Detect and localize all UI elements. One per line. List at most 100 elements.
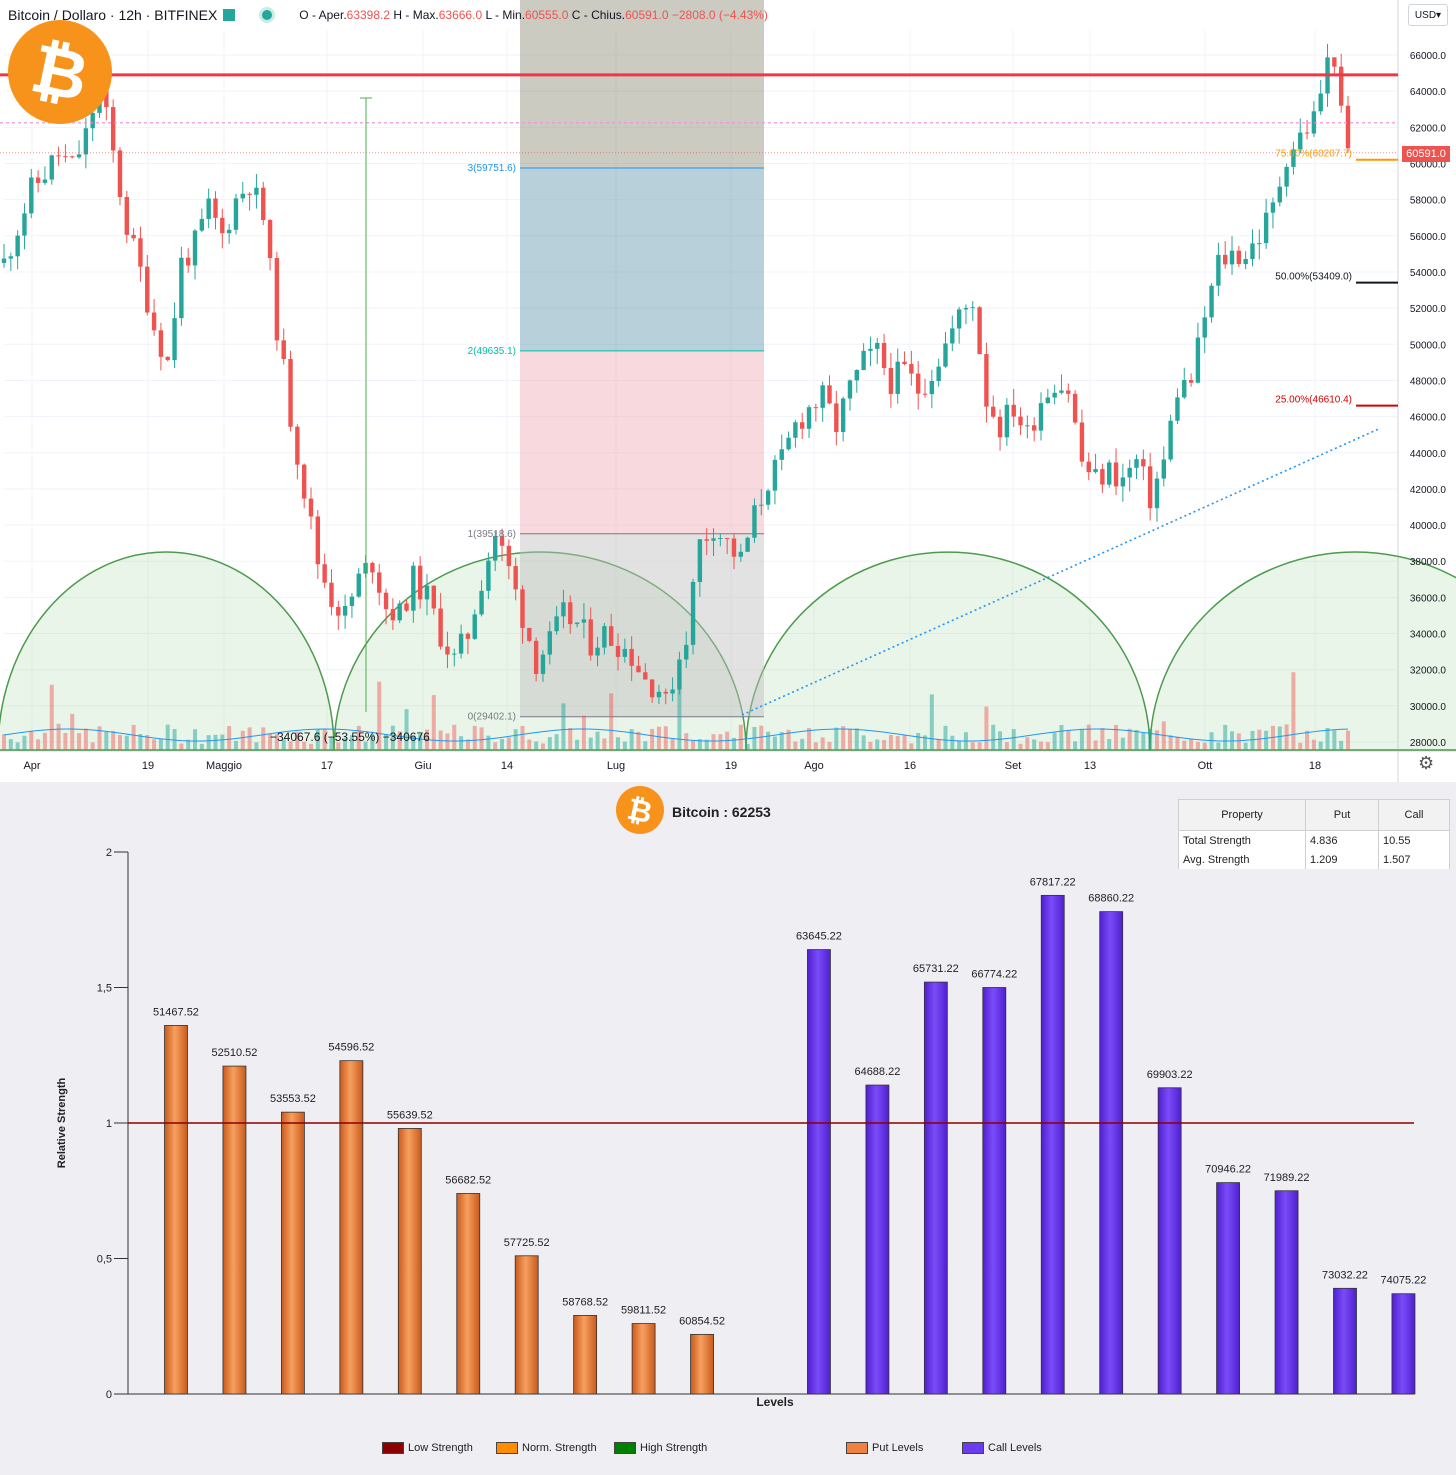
volume-bar xyxy=(349,735,354,750)
bar-value-label: 60854.52 xyxy=(679,1315,725,1327)
call-level-bar xyxy=(1099,911,1124,1395)
bar-value-label: 52510.52 xyxy=(212,1047,258,1059)
volume-bar xyxy=(1127,728,1132,750)
legend-low-strength: Low Strength xyxy=(382,1442,473,1454)
price-chart[interactable]: −34067.6 (−53.55%) −340676 66000.0 64000.… xyxy=(0,0,1456,782)
volume-bar xyxy=(117,734,122,750)
volume-bar xyxy=(581,715,586,750)
settings-gear-icon[interactable]: ⚙ xyxy=(1418,753,1435,773)
candle-body xyxy=(493,536,498,561)
volume-bar xyxy=(1339,740,1344,750)
volume-bar xyxy=(1168,735,1173,750)
candle-body xyxy=(1243,259,1248,265)
candle-body xyxy=(192,230,198,266)
volume-bar xyxy=(158,738,163,750)
volume-bar xyxy=(1038,741,1043,750)
volume-bar xyxy=(295,731,300,750)
candle-body xyxy=(404,603,409,611)
volume-bar xyxy=(506,737,511,750)
candle-body xyxy=(574,622,580,625)
candle-body xyxy=(179,257,184,319)
currency-selector[interactable]: USD ▾ xyxy=(1408,4,1448,26)
candle-body xyxy=(629,648,634,666)
y-tick-label: 2 xyxy=(106,847,112,859)
candle-body xyxy=(158,330,164,357)
volume-ma-line xyxy=(3,728,1349,742)
candle-body xyxy=(390,609,396,621)
legend-swatch xyxy=(962,1442,984,1454)
candle-body xyxy=(29,177,34,214)
volume-bar xyxy=(609,693,614,750)
bar-value-label: 64688.22 xyxy=(854,1066,900,1078)
y-tick-label: 32000.0 xyxy=(1410,666,1447,677)
volume-bar xyxy=(1093,740,1098,750)
candle-body xyxy=(622,648,628,657)
volume-bar xyxy=(970,742,975,750)
fib-level-label: 0(29402.1) xyxy=(468,712,516,723)
volume-bar xyxy=(247,727,252,750)
cycle-arc xyxy=(745,551,1151,751)
candle-body xyxy=(1277,186,1282,203)
volume-bar xyxy=(1250,730,1255,750)
y-tick-label: 50000.0 xyxy=(1410,340,1447,351)
candle-body xyxy=(383,592,389,610)
candle-body xyxy=(1120,477,1126,487)
volume-bar xyxy=(636,731,641,750)
volume-bar xyxy=(923,735,928,750)
candle-body xyxy=(663,691,668,694)
volume-bar xyxy=(731,737,736,750)
candle-body xyxy=(233,198,239,230)
cycle-arc xyxy=(0,551,335,751)
volume-bar xyxy=(902,734,907,750)
volume-bar xyxy=(145,734,150,750)
candle-body xyxy=(1038,403,1044,431)
candle-body xyxy=(704,539,709,541)
volume-bar xyxy=(752,727,757,750)
bar-value-label: 65731.22 xyxy=(913,963,959,975)
row-put: 4.836 xyxy=(1305,830,1379,850)
x-tick-label: 16 xyxy=(904,760,916,772)
strength-chart-panel: 2 1,5 1 0,5 0 Relative Strength Levels 51467.5… xyxy=(0,782,1456,1475)
candle-body xyxy=(274,258,280,341)
bitcoin-logo-small-icon: ₿ xyxy=(616,786,664,834)
candle-body xyxy=(329,582,334,607)
call-level-bar xyxy=(1333,1287,1357,1395)
candle-body xyxy=(220,217,225,234)
candle-body xyxy=(261,187,266,221)
candle-body xyxy=(240,193,245,199)
volume-bar xyxy=(520,725,525,750)
symbol-title[interactable]: Bitcoin / Dollaro · 12h · BITFINEX xyxy=(8,7,218,23)
candle-body xyxy=(711,538,716,541)
candle-body xyxy=(479,590,484,615)
volume-bar xyxy=(861,735,866,750)
candle-body xyxy=(1345,105,1351,149)
volume-bar xyxy=(540,743,545,750)
volume-bar xyxy=(759,725,764,750)
volume-bar xyxy=(1318,741,1323,750)
volume-bar xyxy=(384,734,389,750)
x-tick-label: Set xyxy=(1005,760,1022,772)
volume-bar xyxy=(70,713,75,750)
legend-swatch xyxy=(614,1442,636,1454)
y-tick-label: 44000.0 xyxy=(1410,449,1447,460)
row-call: 10.55 xyxy=(1378,830,1450,850)
candle-body xyxy=(929,380,935,395)
cycle-arc xyxy=(333,551,747,751)
volume-bar xyxy=(370,734,375,750)
candle-body xyxy=(1031,425,1037,431)
volume-bar xyxy=(220,734,225,750)
candle-body xyxy=(997,416,1003,438)
volume-bar xyxy=(479,727,484,750)
y-tick-label: 1 xyxy=(106,1118,112,1130)
candle-body xyxy=(199,218,205,231)
volume-bar xyxy=(500,738,505,750)
volume-bar xyxy=(1148,728,1153,750)
candle-body xyxy=(827,385,832,404)
candle-body xyxy=(820,385,825,408)
candle-body xyxy=(472,614,477,639)
candle-body xyxy=(35,177,41,183)
y-tick-label: 62000.0 xyxy=(1410,123,1447,134)
candle-body xyxy=(438,608,443,647)
candle-body xyxy=(1134,459,1139,468)
y-tick-label: 48000.0 xyxy=(1410,376,1447,387)
